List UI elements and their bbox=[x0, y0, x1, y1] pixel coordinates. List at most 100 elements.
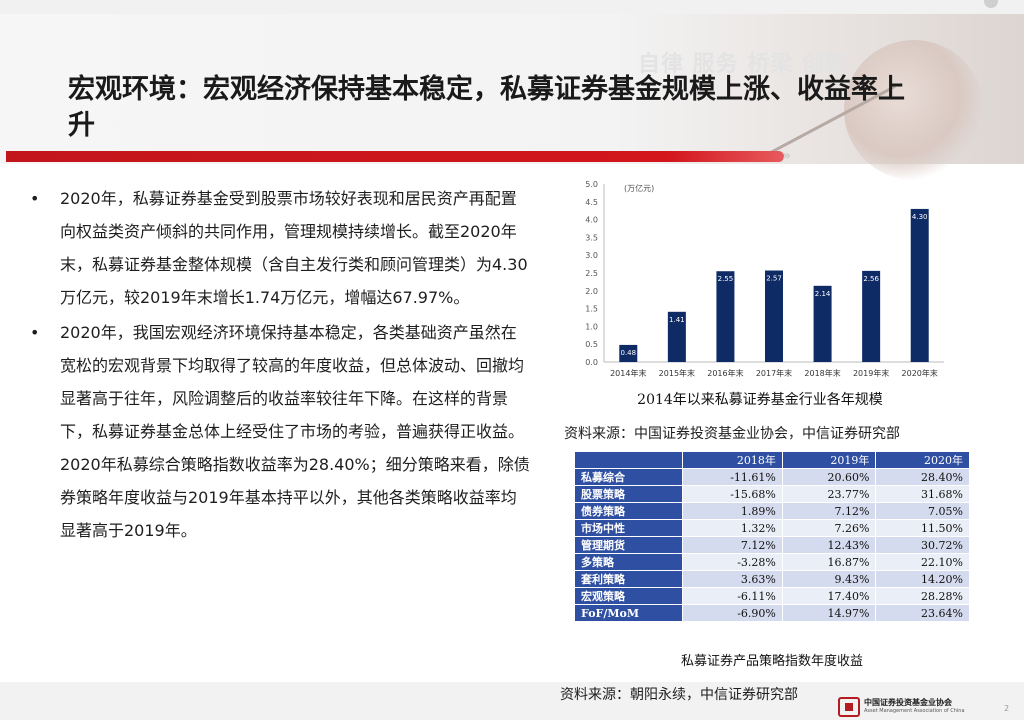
return-value-cell: 30.72% bbox=[875, 536, 970, 554]
scale-bar-chart: 0.0 0.5 1.0 1.5 2.0 2.5 3.0 3.5 4.0 4.5 5.0 (万亿元) 0.… bbox=[572, 174, 948, 386]
return-value-cell: 22.10% bbox=[875, 553, 970, 571]
x-tick-label: 2014年末 bbox=[610, 368, 646, 378]
table-row: 股票策略 -15.68% 23.77% 31.68% bbox=[574, 485, 970, 503]
table-source: 资料来源：朝阳永续，中信证券研究部 bbox=[560, 687, 798, 703]
return-value-cell: 14.97% bbox=[781, 604, 877, 622]
x-tick-label: 2018年末 bbox=[804, 368, 840, 378]
title-underline-bar bbox=[6, 151, 784, 162]
table-row: 宏观策略 -6.11% 17.40% 28.28% bbox=[574, 587, 970, 605]
return-value-cell: 3.63% bbox=[682, 570, 783, 588]
table-row: 债券策略 1.89% 7.12% 7.05% bbox=[574, 502, 970, 520]
return-value-cell: 23.64% bbox=[875, 604, 970, 622]
bar-value-label: 0.48 bbox=[620, 349, 636, 357]
table-row: 私募综合 -11.61% 20.60% 28.40% bbox=[574, 468, 970, 486]
y-tick-label: 1.5 bbox=[585, 305, 598, 314]
strategy-name-cell: FoF/MoM bbox=[574, 604, 683, 622]
footer-org-name-en: Asset Management Association of China bbox=[864, 708, 965, 714]
strategy-name-cell: 宏观策略 bbox=[574, 587, 683, 605]
page-number: 2 bbox=[1004, 704, 1010, 713]
x-tick-label: 2020年末 bbox=[902, 368, 938, 378]
table-row: 市场中性 1.32% 7.26% 11.50% bbox=[574, 519, 970, 537]
x-tick-label: 2017年末 bbox=[756, 368, 792, 378]
amac-logo-icon bbox=[838, 697, 860, 717]
return-value-cell: -15.68% bbox=[682, 485, 783, 503]
table-corner-cell bbox=[574, 451, 683, 469]
table-header: 2019年 bbox=[781, 451, 877, 469]
return-value-cell: -3.28% bbox=[682, 553, 783, 571]
x-tick-label: 2016年末 bbox=[707, 368, 743, 378]
table-header-row: 2018年 2019年 2020年 bbox=[574, 451, 970, 469]
bar bbox=[765, 270, 783, 362]
return-value-cell: 31.68% bbox=[875, 485, 970, 503]
y-tick-label: 0.5 bbox=[585, 340, 598, 349]
table-header: 2018年 bbox=[682, 451, 783, 469]
bar bbox=[813, 285, 832, 362]
return-value-cell: -6.11% bbox=[682, 587, 783, 605]
return-value-cell: 20.60% bbox=[781, 468, 877, 486]
return-value-cell: 12.43% bbox=[781, 536, 877, 554]
table-row: 套利策略 3.63% 9.43% 14.20% bbox=[574, 570, 970, 588]
return-value-cell: 1.89% bbox=[682, 502, 783, 520]
bar-value-label: 4.30 bbox=[912, 213, 928, 221]
return-value-cell: 7.12% bbox=[682, 536, 783, 554]
x-tick-label: 2015年末 bbox=[659, 368, 695, 378]
top-strip bbox=[0, 0, 1024, 14]
bar bbox=[716, 271, 735, 362]
y-tick-label: 5.0 bbox=[585, 180, 598, 189]
bullet-icon: • bbox=[30, 323, 40, 342]
chart-title: 2014年以来私募证券基金行业各年规模 bbox=[637, 392, 883, 408]
return-value-cell: 7.26% bbox=[781, 519, 877, 537]
bullet-text: 2020年，我国宏观经济环境保持基本稳定，各类基础资产虽然在宽松的宏观背景下均取… bbox=[60, 323, 530, 540]
bullet-item: • 2020年，私募证券基金受到股票市场较好表现和居民资产再配置向权益类资产倾斜… bbox=[30, 182, 530, 314]
return-value-cell: 28.28% bbox=[875, 587, 970, 605]
bar bbox=[619, 344, 638, 362]
table-title: 私募证券产品策略指数年度收益 bbox=[680, 654, 863, 669]
y-tick-label: 2.5 bbox=[585, 269, 598, 278]
return-value-cell: 7.05% bbox=[875, 502, 970, 520]
return-value-cell: -11.61% bbox=[682, 468, 783, 486]
return-value-cell: 17.40% bbox=[781, 587, 877, 605]
return-value-cell: 7.12% bbox=[781, 502, 877, 520]
strategy-name-cell: 市场中性 bbox=[574, 519, 683, 537]
table-row: 多策略 -3.28% 16.87% 22.10% bbox=[574, 553, 970, 571]
return-value-cell: -6.90% bbox=[682, 604, 783, 622]
bar-value-label: 2.57 bbox=[766, 275, 782, 283]
bar-value-label: 1.41 bbox=[669, 316, 685, 324]
slogan: 自律 服务 桥梁 创新 bbox=[638, 52, 848, 77]
strategy-name-cell: 债券策略 bbox=[574, 502, 683, 520]
return-value-cell: 14.20% bbox=[875, 570, 970, 588]
chevron-right-icon: » bbox=[782, 148, 792, 164]
bar-chart-svg: 0.0 0.5 1.0 1.5 2.0 2.5 3.0 3.5 4.0 4.5 5.0 (万亿元) 0.… bbox=[585, 180, 944, 378]
chart-source: 资料来源：中国证券投资基金业协会，中信证券研究部 bbox=[564, 426, 900, 442]
y-tick-label: 3.0 bbox=[585, 251, 598, 260]
strategy-return-table: 2018年 2019年 2020年 私募综合 -11.61% 20.60% 28.40… bbox=[574, 451, 970, 622]
return-value-cell: 11.50% bbox=[875, 519, 970, 537]
return-value-cell: 23.77% bbox=[781, 485, 877, 503]
y-tick-label: 2.0 bbox=[585, 287, 598, 296]
table-row: 管理期货 7.12% 12.43% 30.72% bbox=[574, 536, 970, 554]
strategy-name-cell: 多策略 bbox=[574, 553, 683, 571]
y-tick-label: 4.0 bbox=[585, 216, 598, 225]
table-header: 2020年 bbox=[875, 451, 970, 469]
strategy-name-cell: 管理期货 bbox=[574, 536, 683, 554]
return-value-cell: 1.32% bbox=[682, 519, 783, 537]
bar bbox=[667, 311, 686, 362]
footer-band bbox=[0, 682, 1024, 720]
bar-value-label: 2.56 bbox=[863, 275, 879, 283]
page-title: 宏观环境：宏观经济保持基本稳定，私募证券基金规模上涨、收益率上升 bbox=[68, 74, 905, 141]
bullet-list: • 2020年，私募证券基金受到股票市场较好表现和居民资产再配置向权益类资产倾斜… bbox=[30, 182, 530, 549]
return-value-cell: 16.87% bbox=[781, 553, 877, 571]
bullet-text: 2020年，私募证券基金受到股票市场较好表现和居民资产再配置向权益类资产倾斜的共… bbox=[60, 189, 528, 307]
y-tick-label: 0.0 bbox=[585, 358, 598, 367]
y-tick-label: 3.5 bbox=[585, 233, 598, 242]
bar bbox=[862, 270, 881, 362]
unit-label: (万亿元) bbox=[624, 183, 654, 193]
strategy-name-cell: 股票策略 bbox=[574, 485, 683, 503]
bar-value-label: 2.55 bbox=[718, 275, 734, 283]
return-value-cell: 28.40% bbox=[875, 468, 970, 486]
strategy-name-cell: 套利策略 bbox=[574, 570, 683, 588]
strategy-name-cell: 私募综合 bbox=[574, 468, 683, 486]
y-tick-label: 4.5 bbox=[585, 198, 598, 207]
x-tick-label: 2019年末 bbox=[853, 368, 889, 378]
bar bbox=[910, 208, 929, 362]
